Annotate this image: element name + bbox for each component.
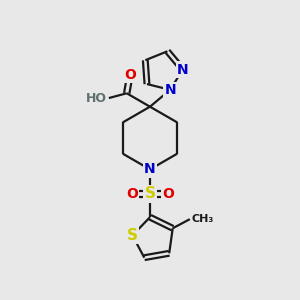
Text: O: O	[162, 187, 174, 201]
Text: S: S	[145, 186, 155, 201]
Text: N: N	[164, 83, 176, 97]
Text: HO: HO	[86, 92, 107, 105]
Text: O: O	[124, 68, 136, 82]
Text: O: O	[126, 187, 138, 201]
Text: CH₃: CH₃	[191, 214, 214, 224]
Text: N: N	[144, 162, 156, 176]
Text: N: N	[177, 63, 189, 76]
Text: S: S	[127, 228, 138, 243]
